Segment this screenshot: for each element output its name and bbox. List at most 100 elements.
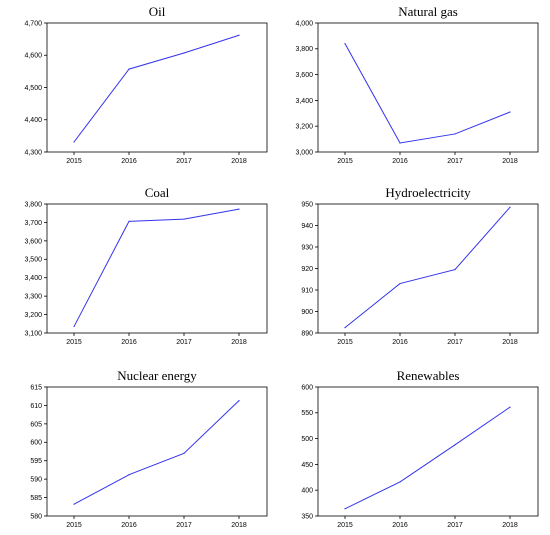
x-tick-label: 2017: [176, 339, 192, 346]
y-tick-label: 3,200: [295, 124, 313, 131]
y-tick-label: 950: [301, 201, 313, 208]
x-tick-label: 2018: [502, 158, 518, 165]
y-tick-label: 920: [301, 266, 313, 273]
x-tick-label: 2015: [337, 522, 353, 529]
x-tick-label: 2015: [66, 158, 82, 165]
y-tick-label: 3,700: [24, 220, 42, 227]
y-tick-label: 3,100: [24, 330, 42, 337]
x-tick-label: 2018: [502, 522, 518, 529]
x-tick-label: 2018: [231, 522, 247, 529]
y-tick-label: 910: [301, 287, 313, 294]
y-tick-label: 3,400: [24, 275, 42, 282]
chart-title: Natural gas: [398, 4, 458, 19]
x-tick-label: 2018: [231, 339, 247, 346]
y-tick-label: 4,000: [295, 20, 313, 27]
y-tick-label: 3,500: [24, 257, 42, 264]
x-tick-label: 2017: [176, 522, 192, 529]
data-point: [183, 452, 185, 454]
x-tick-label: 2016: [392, 339, 408, 346]
x-tick-label: 2017: [447, 339, 463, 346]
data-point: [238, 34, 240, 36]
x-tick-label: 2018: [502, 339, 518, 346]
y-tick-label: 890: [301, 330, 313, 337]
x-tick-label: 2017: [176, 158, 192, 165]
data-point: [238, 208, 240, 210]
x-tick-label: 2016: [392, 522, 408, 529]
chart-panel: Nuclear energy 580 585 590 595 600 605 610 615 20…: [30, 368, 268, 529]
data-point: [344, 508, 346, 510]
series-line: [73, 34, 240, 143]
x-tick-label: 2017: [447, 522, 463, 529]
x-tick-label: 2015: [337, 339, 353, 346]
y-tick-label: 605: [30, 421, 42, 428]
x-tick-label: 2017: [447, 158, 463, 165]
x-tick-label: 2015: [337, 158, 353, 165]
series-line: [344, 206, 511, 329]
series-line: [73, 208, 240, 327]
y-tick-label: 4,300: [24, 149, 42, 156]
x-tick-label: 2016: [121, 158, 137, 165]
data-point: [73, 503, 75, 505]
y-tick-label: 590: [30, 477, 42, 484]
chart-panel: Natural gas 3,000 3,200 3,400 3,600 3,800 4,00…: [295, 4, 539, 165]
x-tick-label: 2018: [231, 158, 247, 165]
y-tick-label: 930: [301, 244, 313, 251]
chart-panel: Hydroelectricity 890 900 910 920 930 940 950 201…: [301, 185, 539, 346]
y-tick-label: 3,600: [24, 238, 42, 245]
y-tick-label: 3,600: [295, 72, 313, 79]
y-tick-label: 610: [30, 403, 42, 410]
chart-title: Nuclear energy: [117, 368, 197, 383]
y-tick-label: 400: [301, 488, 313, 495]
chart-panel: Oil 4,300 4,400 4,500 4,600 4,700 2015 2016 2017…: [24, 4, 268, 165]
data-point: [183, 52, 185, 54]
chart-title: Hydroelectricity: [385, 185, 471, 200]
data-point: [183, 218, 185, 220]
x-tick-label: 2015: [66, 522, 82, 529]
plot-frame: [317, 22, 539, 153]
x-tick-label: 2016: [121, 522, 137, 529]
series-line: [73, 400, 240, 505]
data-point: [509, 111, 511, 113]
plot-frame: [46, 22, 268, 153]
data-point: [73, 325, 75, 328]
data-point: [344, 327, 346, 329]
x-tick-label: 2015: [66, 339, 82, 346]
data-point: [399, 481, 401, 483]
series-line: [344, 43, 511, 144]
y-tick-label: 4,700: [24, 20, 42, 27]
chart-panel: Coal 3,100 3,200 3,300 3,400 3,500 3,600 3,700 3…: [24, 185, 268, 346]
plot-frame: [317, 386, 539, 517]
y-tick-label: 595: [30, 458, 42, 465]
y-tick-label: 3,300: [24, 294, 42, 301]
chart-title: Renewables: [397, 368, 460, 383]
y-tick-label: 600: [30, 440, 42, 447]
y-tick-label: 3,200: [24, 312, 42, 319]
x-tick-label: 2016: [121, 339, 137, 346]
data-point: [128, 220, 130, 222]
y-tick-label: 600: [301, 384, 313, 391]
data-point: [454, 444, 456, 446]
y-tick-label: 940: [301, 223, 313, 230]
plot-frame: [46, 386, 268, 517]
y-tick-label: 615: [30, 384, 42, 391]
data-point: [399, 142, 401, 144]
y-tick-label: 550: [301, 410, 313, 417]
y-tick-label: 3,000: [295, 149, 313, 156]
y-tick-label: 3,400: [295, 98, 313, 105]
chart-panel: Renewables 350 400 450 500 550 600 2015 2016 2017…: [301, 368, 539, 529]
data-point: [128, 474, 130, 476]
data-point: [454, 133, 456, 135]
data-point: [128, 68, 130, 70]
chart-title: Oil: [149, 4, 166, 19]
data-point: [344, 43, 346, 45]
y-tick-label: 4,600: [24, 53, 42, 60]
x-tick-label: 2016: [392, 158, 408, 165]
y-tick-label: 4,500: [24, 85, 42, 92]
data-point: [509, 406, 511, 408]
data-point: [454, 268, 456, 271]
y-tick-label: 3,800: [295, 46, 313, 53]
y-tick-label: 900: [301, 309, 313, 316]
chart-title: Coal: [145, 185, 170, 200]
y-tick-label: 350: [301, 513, 313, 520]
